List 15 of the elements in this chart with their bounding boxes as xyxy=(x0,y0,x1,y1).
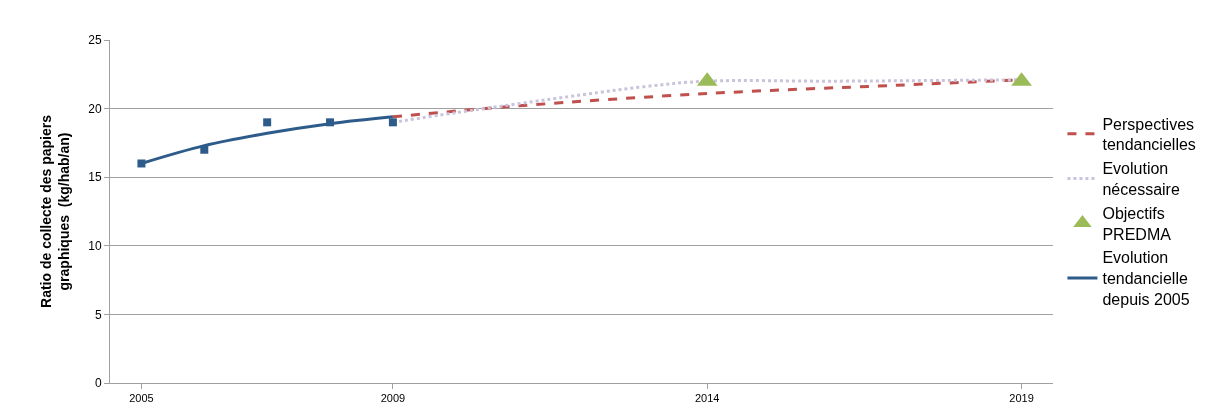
x-tick-label: 2014 xyxy=(694,392,720,405)
y-tick-label: 25 xyxy=(88,33,102,48)
legend-label: Evolution nécessaire xyxy=(1102,160,1180,199)
y-tick-label: 10 xyxy=(88,239,102,253)
y-tick-label: 0 xyxy=(94,376,102,391)
y-tick-label: 20 xyxy=(88,101,102,116)
x-tick-label: 2005 xyxy=(129,392,154,405)
x-tick-label: 2009 xyxy=(380,392,406,405)
y-tick-label: 15 xyxy=(88,170,102,185)
x-tick-label: 2019 xyxy=(1009,392,1034,405)
y-axis-title: Ratio de collecte des papiers graphiques (kg/hab/an) xyxy=(37,114,72,308)
legend-label: Perspectives tendancielles xyxy=(1102,115,1196,154)
legend-label: Evolution tendancielle depuis 2005 xyxy=(1102,249,1190,309)
legend-label: Objectifs PREDMA xyxy=(1102,204,1172,243)
y-tick-label: 5 xyxy=(94,307,102,322)
